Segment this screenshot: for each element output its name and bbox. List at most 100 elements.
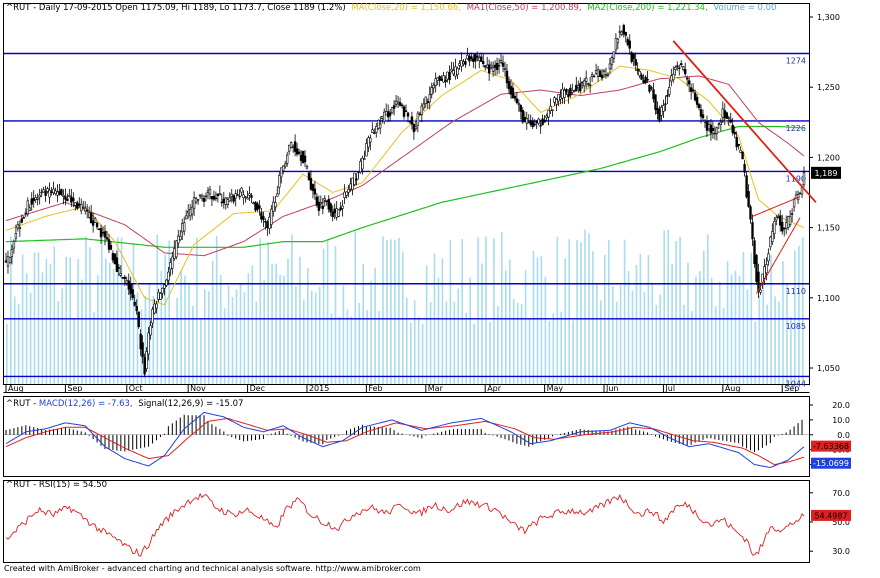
candle-body [547, 109, 550, 118]
volume-bar [675, 241, 677, 384]
candle-body [125, 280, 129, 284]
date-label: Dec [250, 384, 265, 393]
volume-bar [318, 286, 321, 384]
volume-bar [156, 235, 159, 384]
candle-body [371, 129, 374, 133]
volume-bar [188, 284, 190, 384]
candle-body [270, 208, 273, 225]
volume-bar [128, 292, 131, 384]
candle-body [279, 167, 283, 178]
candle-body [769, 236, 772, 248]
candle-body [541, 118, 544, 126]
candle-body [44, 191, 47, 196]
volume-bar [465, 312, 467, 384]
volume-bar [536, 257, 539, 384]
volume-bar [695, 276, 697, 384]
volume-bar [271, 263, 273, 384]
volume-bar [596, 284, 598, 384]
candle-body [357, 171, 360, 174]
volume-bar [310, 290, 313, 384]
volume-bar [382, 236, 384, 384]
candle-body [602, 69, 606, 72]
candle-body [309, 178, 313, 190]
candle-body [327, 199, 330, 210]
candle-body [48, 189, 51, 198]
candle-body [513, 95, 517, 99]
candle-body [76, 202, 79, 209]
volume-bar [710, 278, 713, 384]
price-tick-label: 1,050 [817, 364, 840, 373]
candle-body [305, 166, 309, 169]
candle-body [398, 102, 402, 106]
candle-body [74, 202, 77, 206]
candle-body [274, 202, 277, 208]
candle-body [474, 54, 477, 62]
volume-bar [239, 283, 242, 384]
candle-body [311, 184, 315, 191]
candle-body [412, 124, 416, 133]
candle-body [190, 206, 194, 215]
main-header: ^RUT - Daily 17-09-2015 Open 1175.09, Hi… [6, 3, 776, 13]
candle-body [80, 204, 83, 212]
volume-bars [6, 229, 804, 384]
candle-body [359, 161, 362, 173]
candle-body [707, 124, 711, 130]
candle-body [18, 227, 22, 230]
candle-body [127, 280, 131, 290]
candle-body [151, 308, 154, 324]
candle-body [347, 189, 350, 193]
candle-body [660, 107, 663, 116]
candle-body [577, 85, 580, 89]
candle-body [693, 92, 697, 101]
candle-body [565, 89, 568, 93]
candle-body [458, 63, 461, 66]
volume-bar [449, 240, 452, 384]
candle-body [169, 262, 172, 270]
candle-body [735, 136, 738, 148]
volume-bar [61, 288, 63, 384]
volume-bar [73, 318, 75, 384]
candle-body [258, 205, 261, 209]
candle-body [737, 144, 740, 146]
candle-body [493, 64, 497, 68]
candle-body [226, 199, 229, 205]
candle-body [612, 51, 616, 59]
candle-body [505, 70, 509, 84]
candle-body [171, 256, 174, 269]
candle-body [656, 107, 659, 114]
candle-body [297, 151, 301, 154]
candle-body [392, 105, 396, 109]
candle-body [175, 240, 178, 258]
trendline-downtrend [672, 40, 817, 203]
candle-body [252, 202, 255, 204]
candle-body [761, 273, 764, 283]
candle-body [264, 221, 267, 223]
candle-body [133, 301, 136, 306]
candle-body [262, 216, 265, 220]
volume-bar [45, 259, 48, 384]
candle-body [402, 106, 406, 117]
candle-body [16, 224, 20, 229]
candle-body [147, 332, 150, 355]
candle-body [759, 289, 762, 293]
volume-bar [235, 289, 238, 384]
candle-body [313, 188, 317, 195]
volume-bar [611, 286, 614, 384]
candle-body [317, 201, 321, 211]
volume-bar [608, 240, 610, 384]
candle-body [38, 194, 41, 198]
macd-tick-label: 10.0 [832, 416, 850, 425]
date-label: Aug [8, 384, 24, 393]
candle-body [181, 223, 184, 233]
rsi-tick-label: 70.0 [832, 489, 850, 498]
volume-bar [53, 246, 56, 384]
candle-body [266, 221, 269, 229]
candle-body [382, 111, 386, 122]
level-label: 1085 [786, 322, 806, 331]
candle-body [717, 123, 721, 125]
candle-body [30, 198, 33, 205]
volume-bar [255, 301, 258, 384]
candle-body [628, 40, 631, 49]
candle-body [408, 120, 412, 123]
candle-body [448, 72, 451, 81]
